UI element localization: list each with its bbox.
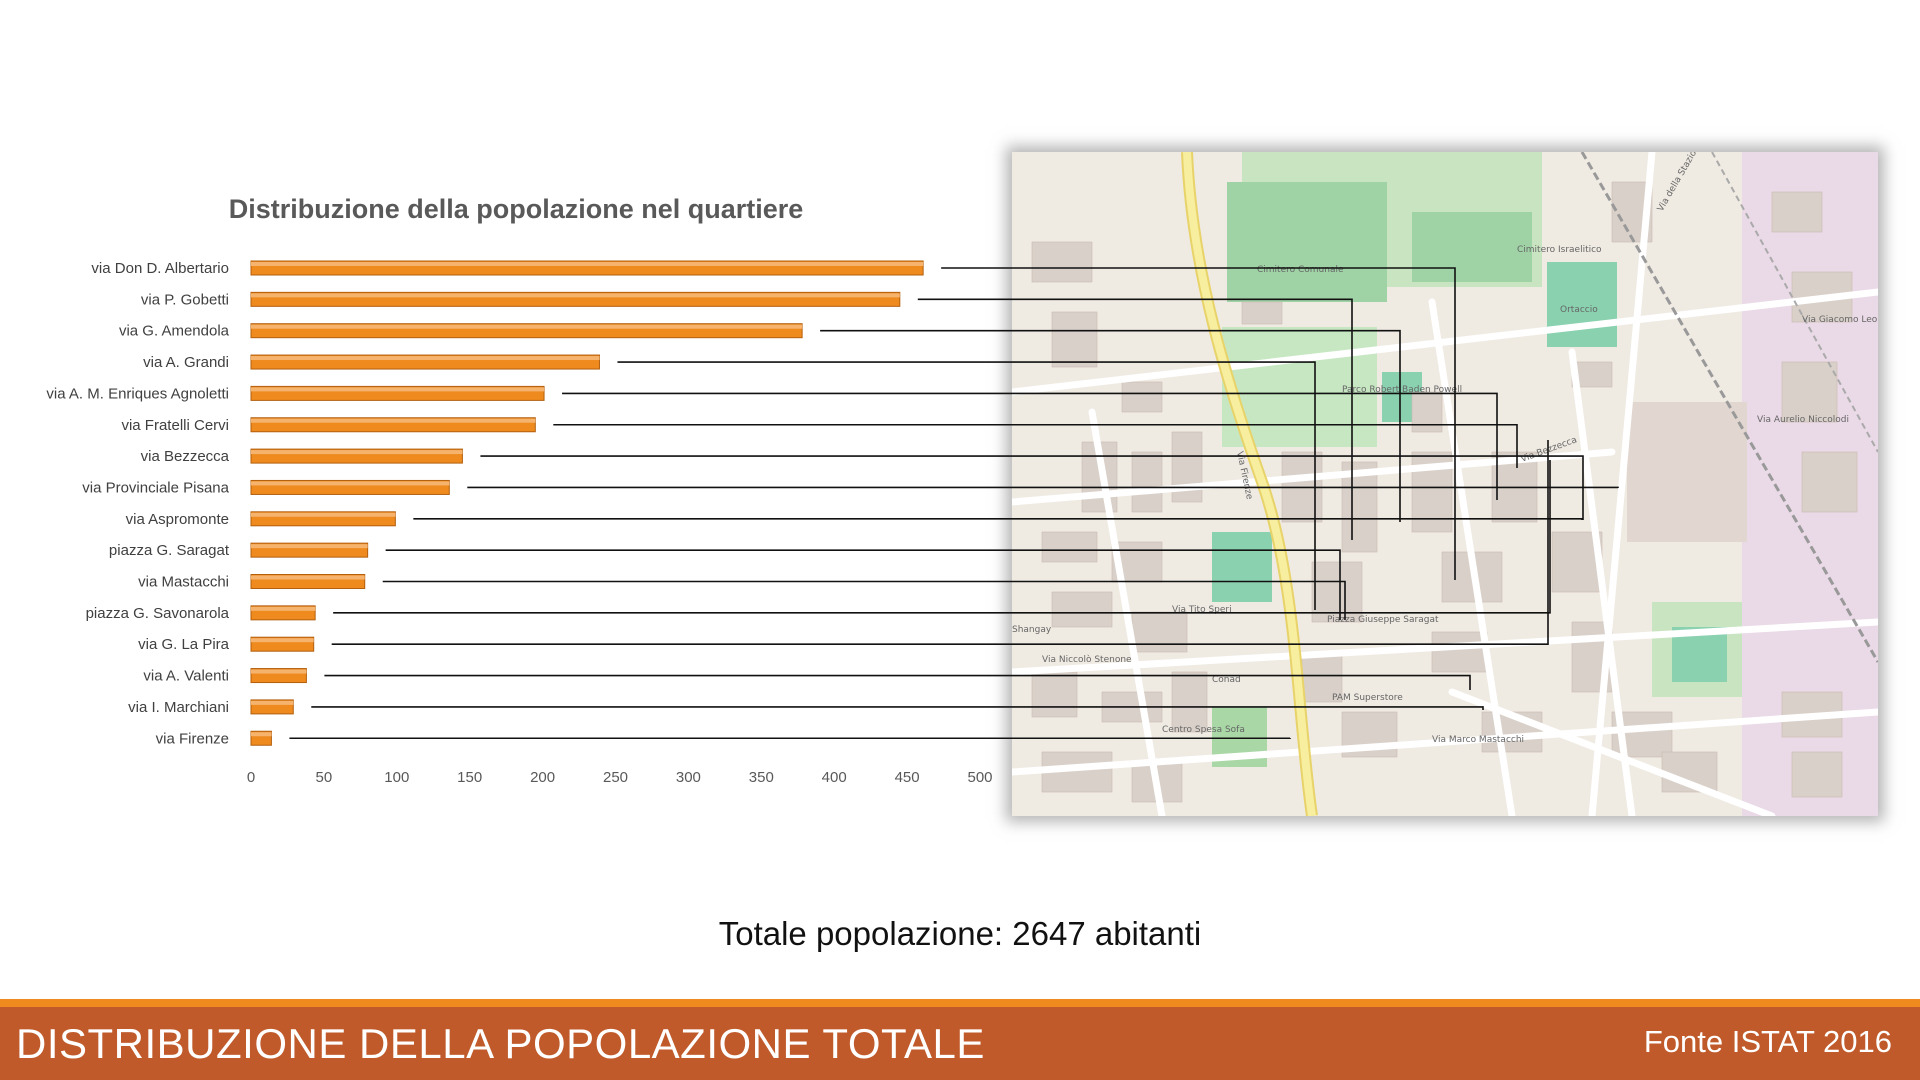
population-total: Totale popolazione: 2647 abitanti [718, 915, 1202, 952]
bar-highlight-0 [251, 262, 924, 266]
x-tick-9: 450 [895, 769, 920, 786]
category-label-2: via G. Amendola [119, 323, 230, 340]
bar-highlight-11 [251, 606, 316, 611]
bar-highlight-10 [251, 575, 365, 580]
bar-highlight-15 [251, 732, 272, 737]
category-label-10: via Mastacchi [138, 574, 229, 591]
x-tick-0: 0 [247, 769, 255, 786]
x-tick-6: 300 [676, 769, 701, 786]
x-tick-3: 150 [457, 769, 482, 786]
map-label-via-tito-speri: Via Tito Speri [1172, 605, 1232, 615]
category-label-9: piazza G. Saragat [109, 542, 230, 559]
bar-highlight-12 [251, 638, 314, 643]
category-label-7: via Provinciale Pisana [82, 479, 229, 496]
bar-highlight-4 [251, 387, 545, 392]
category-label-11: piazza G. Savonarola [86, 605, 230, 622]
bar-highlight-3 [251, 356, 600, 361]
category-label-4: via A. M. Enriques Agnoletti [46, 385, 229, 402]
category-label-6: via Bezzecca [141, 448, 230, 465]
neighborhood-map: Cimitero Israelitico Cimitero Comunale P… [1012, 152, 1878, 816]
map-label-via-niccolodi: Via Aurelio Niccolodi [1757, 415, 1849, 425]
category-label-5: via Fratelli Cervi [121, 417, 229, 434]
x-tick-5: 250 [603, 769, 628, 786]
x-tick-4: 200 [530, 769, 555, 786]
category-label-13: via A. Valenti [143, 668, 229, 685]
map-label-conad: Conad [1212, 675, 1241, 685]
map-label-shangay: Shangay [1012, 625, 1052, 635]
bar-highlight-2 [251, 324, 803, 329]
footer-source: Fonte ISTAT 2016 [1643, 1024, 1892, 1059]
footer-bar [0, 1007, 1920, 1080]
bar-highlight-8 [251, 512, 396, 517]
map-label-via-stazione: Via della Stazione [1656, 152, 1705, 214]
map-label-ortaccio: Ortaccio [1560, 305, 1598, 315]
map-label-cimitero-israelitico: Cimitero Israelitico [1517, 245, 1602, 255]
bar-highlight-7 [251, 481, 450, 486]
category-label-3: via A. Grandi [143, 354, 229, 371]
footer-accent-line [0, 999, 1920, 1007]
bar-highlight-6 [251, 450, 463, 455]
category-labels: via Don D. Albertario via P. Gobetti via G… [46, 260, 229, 747]
bars-group [250, 260, 924, 746]
bar-highlight-5 [251, 418, 536, 423]
map-label-parco: Parco Robert Baden Powell [1342, 385, 1462, 395]
bar-highlight-9 [251, 544, 368, 549]
bar-highlight-14 [251, 700, 294, 705]
bar-highlight-1 [251, 293, 900, 298]
x-tick-1: 50 [316, 769, 333, 786]
x-tick-2: 100 [384, 769, 409, 786]
chart-title: Distribuzione della popolazione nel quar… [229, 194, 804, 224]
bar-highlight-13 [251, 669, 307, 674]
category-label-8: via Aspromonte [126, 511, 229, 528]
footer-title: DISTRIBUZIONE DELLA POPOLAZIONE TOTALE [16, 1020, 985, 1067]
map-label-via-mastacchi: Via Marco Mastacchi [1432, 735, 1524, 745]
map-label-centro: Centro Spesa Sofa [1162, 725, 1245, 735]
category-label-1: via P. Gobetti [141, 291, 229, 308]
x-tick-10: 500 [967, 769, 992, 786]
x-tick-8: 400 [822, 769, 847, 786]
map-label-piazza: Piazza Giuseppe Saragat [1327, 615, 1439, 625]
category-label-15: via Firenze [156, 730, 229, 747]
map-label-via-stenone: Via Niccolò Stenone [1042, 654, 1132, 665]
map-label-via-leopardi: Via Giacomo Leopardi [1802, 315, 1878, 325]
category-label-0: via Don D. Albertario [91, 260, 229, 277]
category-label-14: via I. Marchiani [128, 699, 229, 716]
x-tick-7: 350 [749, 769, 774, 786]
map-label-pam: PAM Superstore [1332, 693, 1403, 703]
x-axis-ticks: 0 50 100 150 200 250 300 350 400 450 500 [247, 769, 993, 786]
category-label-12: via G. La Pira [138, 636, 230, 653]
map-label-cimitero-comunale: Cimitero Comunale [1257, 265, 1344, 275]
